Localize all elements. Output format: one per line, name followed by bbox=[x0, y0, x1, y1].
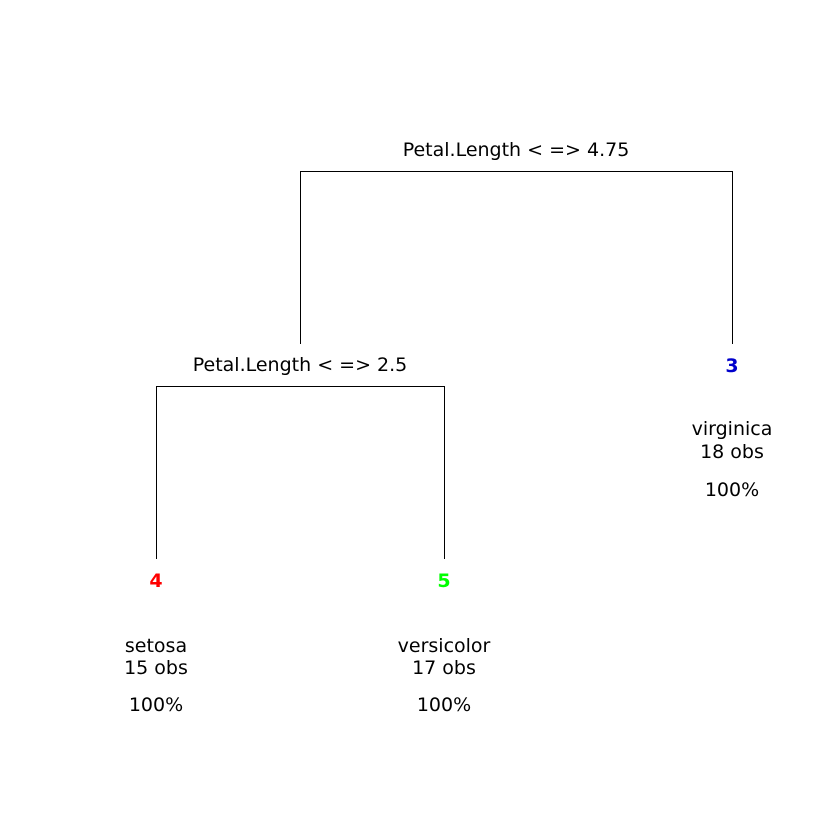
edge-root bbox=[300, 171, 733, 344]
leaf-node-id: 3 bbox=[725, 355, 738, 377]
leaf-class-name: setosa bbox=[125, 635, 187, 657]
leaf-class-name: virginica bbox=[692, 418, 773, 440]
leaf-node-id: 4 bbox=[149, 570, 162, 592]
leaf-percentage: 100% bbox=[417, 694, 471, 716]
leaf-node-id: 5 bbox=[437, 570, 450, 592]
leaf-node-4: 4 setosa 15 obs 100% bbox=[124, 570, 188, 716]
split-node-root: Petal.Length < => 4.75 bbox=[300, 139, 733, 344]
edge-left bbox=[156, 386, 445, 559]
split-label-root: Petal.Length < => 4.75 bbox=[403, 139, 630, 161]
split-label-left: Petal.Length < => 2.5 bbox=[193, 354, 408, 376]
leaf-percentage: 100% bbox=[705, 479, 759, 501]
leaf-obs-count: 18 obs bbox=[700, 441, 764, 463]
leaf-node-5: 5 versicolor 17 obs 100% bbox=[398, 570, 491, 716]
leaf-obs-count: 17 obs bbox=[412, 657, 476, 679]
split-node-left: Petal.Length < => 2.5 bbox=[156, 354, 445, 559]
leaf-obs-count: 15 obs bbox=[124, 657, 188, 679]
leaf-class-name: versicolor bbox=[398, 635, 491, 657]
leaf-node-3: 3 virginica 18 obs 100% bbox=[692, 355, 773, 501]
leaf-percentage: 100% bbox=[129, 694, 183, 716]
